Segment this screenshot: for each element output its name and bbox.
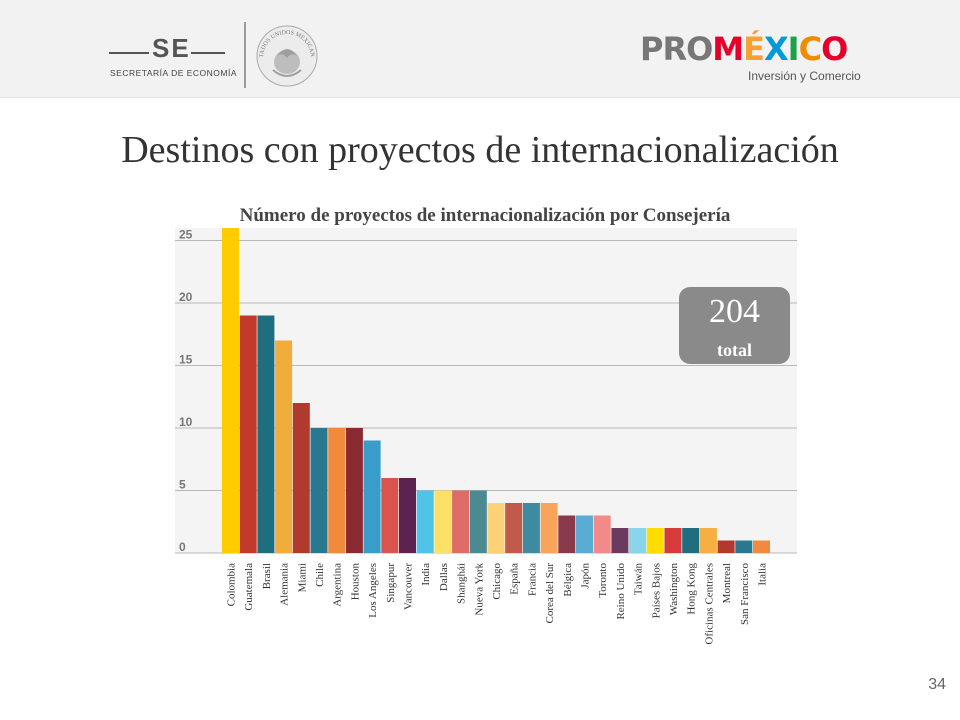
- header-bar: SE SECRETARÍA DE ECONOMÍA ESTADOS UNIDOS…: [0, 0, 960, 98]
- x-tick-label: Corea del Sur: [544, 563, 556, 624]
- bar: [699, 528, 717, 553]
- bar: [576, 515, 593, 553]
- x-tick-label: Houston: [349, 563, 361, 601]
- bar: [735, 540, 753, 553]
- logo-divider: [244, 22, 246, 88]
- page-number: 34: [928, 676, 946, 693]
- x-tick-label: Oficinas Centrales: [703, 563, 715, 645]
- x-tick-label: India: [420, 563, 432, 586]
- x-tick-label: España: [509, 563, 521, 595]
- bar: [629, 528, 647, 553]
- bar-chart: 0 5 10 15 20 25 Colombia Guatemala Brasil Alemani…: [175, 228, 797, 645]
- bar: [257, 315, 275, 553]
- promexico-pro: PRO: [640, 30, 713, 68]
- x-tick-label: Montreal: [721, 563, 733, 603]
- x-tick-label: Argentina: [332, 563, 344, 607]
- bar: [558, 515, 576, 553]
- bar: [399, 478, 416, 553]
- promexico-letter: M: [712, 30, 744, 68]
- x-tick-label: Alemania: [279, 563, 291, 606]
- bar: [593, 515, 611, 553]
- x-tick-label: Países Bajos: [650, 563, 662, 618]
- x-tick-label: Toronto: [597, 563, 609, 598]
- mexican-coat-of-arms-icon: ESTADOS UNIDOS MEXICANOS: [255, 24, 318, 87]
- bar: [611, 528, 629, 553]
- total-badge-label: total: [717, 340, 752, 360]
- bar: [310, 428, 328, 553]
- x-tick-label: Vancouver: [403, 563, 415, 610]
- chart-title: Número de proyectos de internacionalizac…: [239, 205, 731, 226]
- promexico-logo: PROMÉXICO Inversión y Comercio: [640, 30, 870, 90]
- y-tick-label: 15: [179, 353, 193, 367]
- bar: [487, 503, 505, 553]
- bar: [505, 503, 523, 553]
- x-tick-label: Singapur: [385, 563, 397, 603]
- x-tick-label: Chicago: [491, 563, 503, 600]
- x-tick-label: Japón: [580, 563, 592, 589]
- se-logo: SE SECRETARÍA DE ECONOMÍA: [105, 28, 238, 88]
- bar: [434, 490, 452, 553]
- promexico-letter: I: [787, 30, 800, 68]
- promexico-wordmark: PROMÉXICO: [640, 30, 848, 68]
- bar: [753, 540, 770, 553]
- bar: [222, 228, 239, 553]
- bar: [452, 490, 470, 553]
- slide-title: Destinos con proyectos de internacionali…: [121, 129, 839, 171]
- x-tick-label: Francia: [526, 563, 538, 596]
- y-tick-label: 10: [179, 415, 193, 429]
- promexico-letter: C: [798, 30, 823, 68]
- x-tick-label: Los Angeles: [367, 563, 379, 618]
- x-tick-label: Nueva York: [473, 563, 485, 616]
- x-tick-label: Guatemala: [243, 563, 255, 611]
- y-tick-label: 0: [179, 540, 186, 554]
- bar: [363, 440, 381, 553]
- x-tick-label: Colombia: [226, 563, 238, 607]
- promexico-letter: X: [764, 30, 789, 68]
- bar: [646, 528, 664, 553]
- x-tick-label: San Francisco: [739, 563, 751, 626]
- x-tick-label: Dallas: [438, 563, 450, 591]
- x-tick-label: Bélgica: [562, 563, 574, 597]
- x-tick-label: Reino Unido: [615, 563, 627, 620]
- bar: [328, 428, 346, 553]
- x-tick-label: Hong Kong: [686, 563, 698, 615]
- bar: [717, 540, 735, 553]
- x-tick-label: Washington: [668, 563, 680, 616]
- bar: [469, 490, 487, 553]
- bar: [682, 528, 700, 553]
- bar: [275, 340, 293, 553]
- bar: [381, 478, 399, 553]
- bar: [345, 428, 363, 553]
- x-tick-label: Miami: [296, 563, 308, 592]
- promexico-tagline: Inversión y Comercio: [748, 69, 861, 83]
- promexico-letter: É: [743, 30, 765, 68]
- se-logo-line-right: [191, 52, 225, 54]
- promexico-letter: O: [821, 30, 848, 68]
- x-tick-label: Chile: [314, 563, 326, 587]
- x-tick-label: Shanghái: [456, 563, 468, 604]
- x-tick-label: Brasil: [261, 563, 273, 589]
- bar: [664, 528, 682, 553]
- bar: [416, 490, 434, 553]
- total-badge: 204 total: [679, 287, 790, 364]
- se-logo-line-left: [109, 52, 149, 54]
- y-tick-label: 20: [179, 290, 193, 304]
- se-logo-letters: SE: [152, 33, 191, 63]
- promexico-mexico: MÉXICO: [712, 30, 848, 68]
- bar: [292, 403, 310, 553]
- bar: [522, 503, 540, 553]
- se-logo-subtitle: SECRETARÍA DE ECONOMÍA: [110, 68, 238, 78]
- y-tick-label: 25: [179, 228, 193, 242]
- bar: [239, 315, 257, 553]
- total-badge-value: 204: [709, 293, 760, 330]
- bar: [540, 503, 558, 553]
- x-tick-label: Italia: [757, 563, 769, 586]
- x-tick-label: Taiwán: [633, 563, 645, 596]
- y-tick-label: 5: [179, 478, 186, 492]
